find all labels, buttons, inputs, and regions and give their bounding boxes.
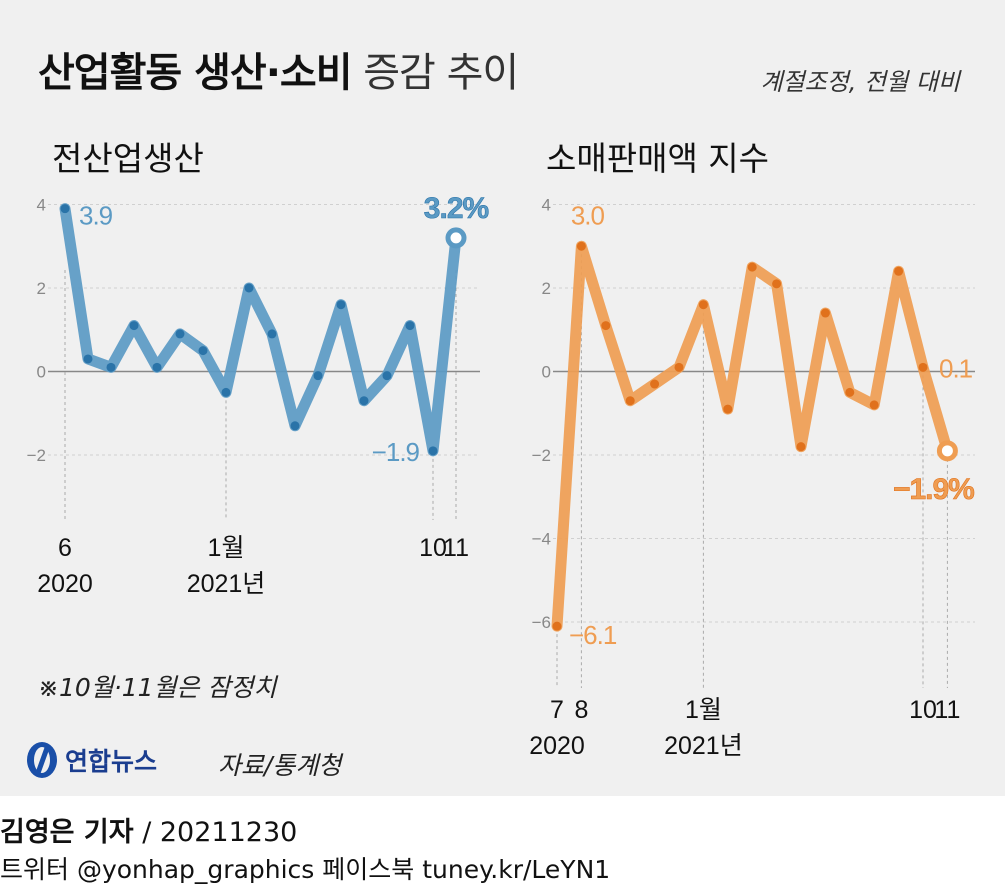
retail-data-point [845, 387, 855, 397]
retail-data-point [820, 308, 830, 318]
social-links: 트위터 @yonhap_graphics 페이스북 tuney.kr/LeYN1 [0, 855, 611, 884]
title-bold: 산업활동 생산·소비 [38, 50, 353, 96]
production-data-point [313, 371, 323, 381]
retail-data-point [918, 362, 928, 372]
retail-data-label: −1.9% [893, 473, 974, 506]
retail-data-point [674, 362, 684, 372]
retail-ytick-label: −4 [532, 530, 551, 549]
retail-data-point [552, 621, 562, 631]
retail-xtick-year: 2021년 [664, 732, 743, 760]
retail-xtick-label: 10 [909, 696, 937, 724]
retail-ytick-label: 2 [542, 279, 551, 298]
production-xtick-label: 10 [419, 534, 447, 562]
production-xtick-label: 11 [443, 534, 469, 562]
production-data-point [221, 387, 231, 397]
credit-line: 김영은 기자 / 20211230 [0, 810, 297, 849]
retail-ytick-label: −6 [532, 613, 551, 632]
production-data-point [267, 329, 277, 339]
production-data-point [336, 300, 346, 310]
production-xtick-label: 1월 [208, 534, 245, 562]
retail-data-point [796, 442, 806, 452]
production-xtick-year: 2021년 [187, 570, 266, 598]
production-ytick-label: 2 [37, 279, 46, 298]
retail-data-point [772, 279, 782, 289]
retail-xtick-label: 11 [934, 696, 960, 724]
data-source: 자료/통계청 [218, 751, 342, 780]
retail-latest-point [936, 440, 958, 462]
title-light: 증감 추이 [363, 50, 519, 96]
production-ytick-label: 4 [37, 196, 46, 215]
retail-ytick-label: 4 [542, 196, 551, 215]
retail-chart-title: 소매판매액 지수 [546, 139, 770, 178]
reporter-name: 김영은 기자 [0, 817, 134, 848]
production-xtick-label: 6 [58, 534, 72, 562]
production-data-point [106, 362, 116, 372]
production-data-point [175, 329, 185, 339]
production-data-point [244, 283, 254, 293]
retail-ytick-label: −2 [532, 446, 551, 465]
retail-xtick-label: 1월 [685, 696, 722, 724]
retail-series-line [551, 240, 953, 632]
retail-data-point [576, 241, 586, 251]
retail-data-point [894, 266, 904, 276]
retail-data-point [869, 400, 879, 410]
publish-date: / 20211230 [142, 817, 298, 848]
retail-data-label: 3.0 [571, 200, 605, 230]
production-data-point [359, 396, 369, 406]
production-ytick-label: 0 [37, 363, 46, 382]
retail-data-point [650, 379, 660, 389]
production-data-point [60, 204, 70, 214]
basis-note: 계절조정, 전월 대비 [760, 68, 960, 96]
retail-xtick-label: 8 [574, 696, 588, 724]
production-data-label: 3.2% [424, 192, 489, 225]
retail-data-point [625, 396, 635, 406]
retail-ytick-label: 0 [542, 363, 551, 382]
provisional-note: ※10월·11월은 잠정치 [38, 673, 277, 702]
retail-xtick-label: 7 [550, 696, 564, 724]
production-data-point [428, 446, 438, 456]
production-series-line [59, 203, 462, 457]
production-data-point [83, 354, 93, 364]
retail-data-label: −6.1 [569, 620, 617, 650]
chart-panel [0, 0, 1005, 796]
retail-data-point [747, 262, 757, 272]
production-data-label: −1.9 [372, 437, 420, 467]
retail-data-point [698, 300, 708, 310]
production-latest-point [445, 227, 467, 249]
retail-data-point [723, 404, 733, 414]
publisher-logo: 연합뉴스 [25, 740, 157, 780]
production-chart-title: 전산업생산 [52, 139, 204, 178]
production-data-point [129, 321, 139, 331]
production-data-point [382, 371, 392, 381]
retail-data-label: 0.1 [939, 353, 973, 383]
production-data-point [405, 321, 415, 331]
retail-data-point [601, 321, 611, 331]
page-title: 산업활동 생산·소비 증감 추이 [38, 40, 519, 98]
logo-text: 연합뉴스 [65, 747, 158, 776]
production-xtick-year: 2020 [37, 570, 93, 598]
production-data-point [152, 362, 162, 372]
production-data-point [290, 421, 300, 431]
production-data-label: 3.9 [79, 201, 113, 231]
retail-xtick-year: 2020 [529, 732, 585, 760]
production-ytick-label: −2 [27, 446, 46, 465]
yonhap-logo-icon [27, 742, 57, 778]
production-data-point [198, 346, 208, 356]
